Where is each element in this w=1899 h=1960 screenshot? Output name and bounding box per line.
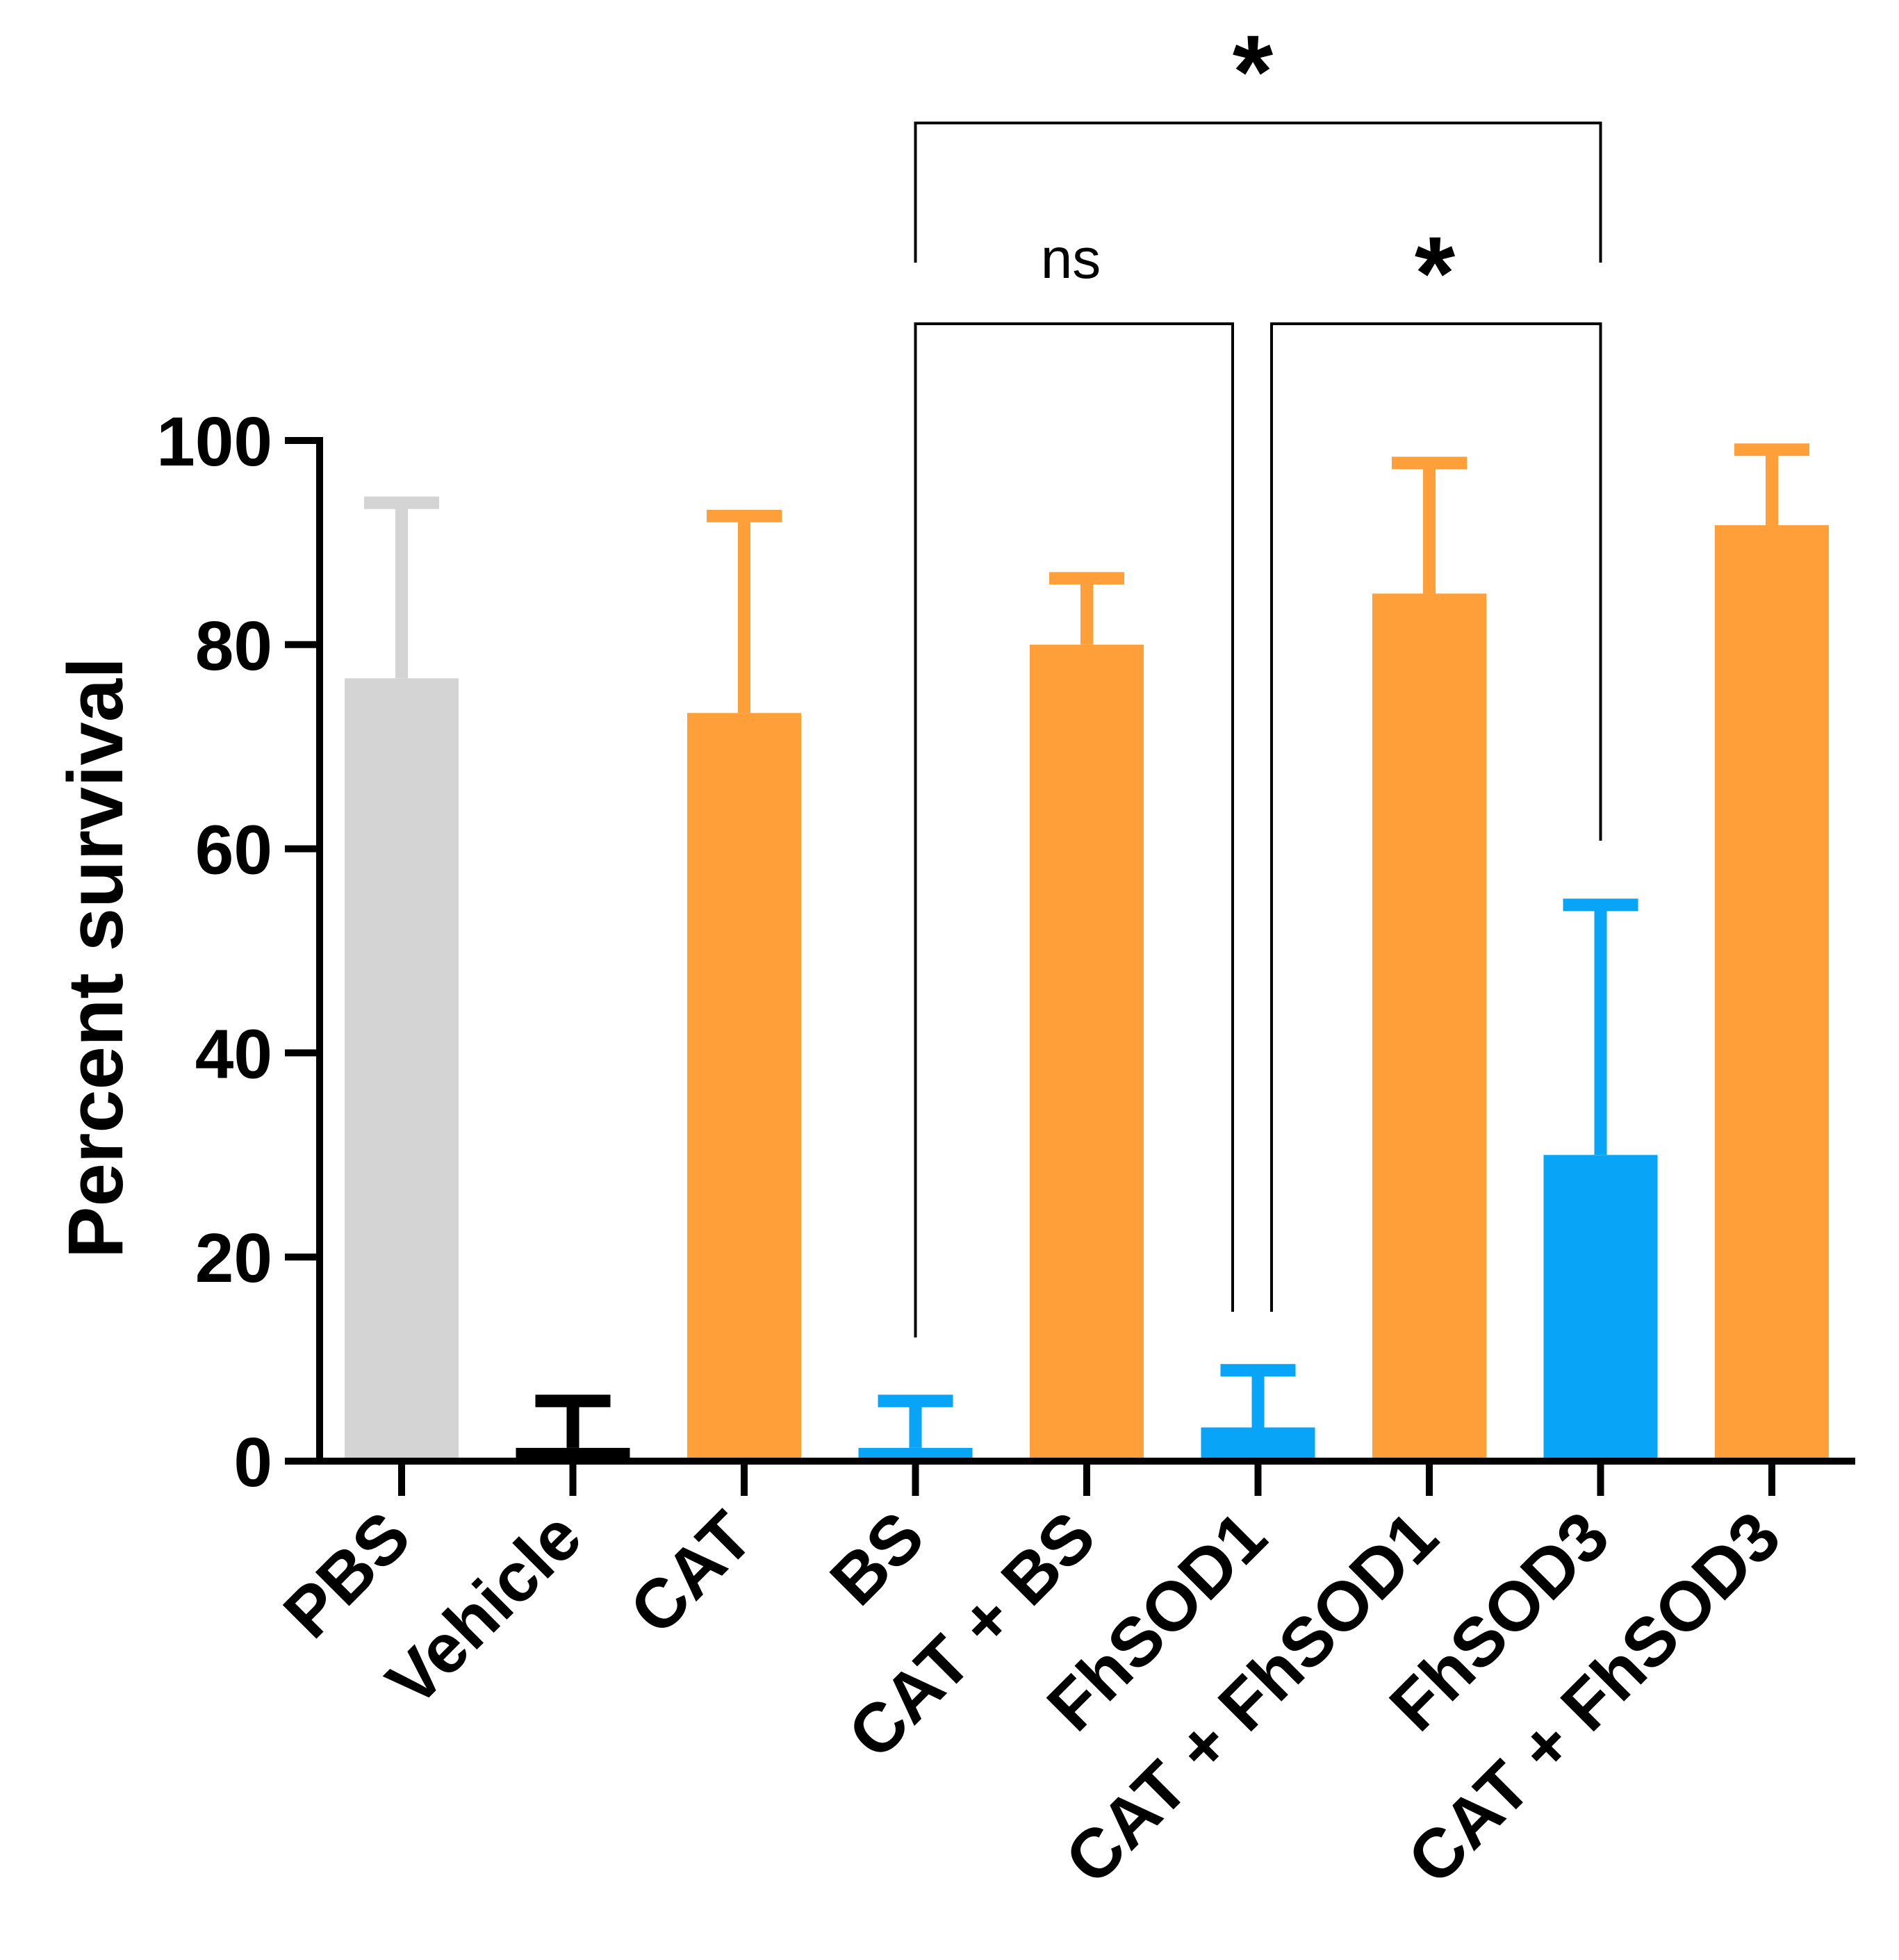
bar-cat-fhsod1 xyxy=(1372,593,1486,1461)
y-tick-label: 0 xyxy=(233,1424,272,1501)
bar-cat-fhsod3 xyxy=(1715,525,1829,1461)
y-tick-label: 80 xyxy=(195,607,272,685)
bar-cat-bs xyxy=(1030,644,1144,1461)
error-bars-layer xyxy=(364,443,1809,1448)
x-tick-label-pbs: PBS xyxy=(269,1497,425,1653)
bars-layer xyxy=(345,525,1829,1461)
bracket-bs-vs-fhsod3 xyxy=(914,122,1602,263)
bar-pbs xyxy=(345,678,459,1461)
y-ticks-layer: 0 20 40 60 80 100 xyxy=(156,403,320,1501)
y-tick-label: 60 xyxy=(195,812,272,889)
y-tick-label: 100 xyxy=(156,403,272,481)
y-tick-label: 40 xyxy=(195,1015,272,1093)
y-tick-label: 20 xyxy=(195,1219,272,1297)
bracket-bs-vs-fhsod3-label: * xyxy=(1233,13,1274,130)
bracket-bs-vs-fhsod1 xyxy=(914,322,1234,1337)
bar-fhsod3 xyxy=(1543,1155,1658,1461)
bracket-bs-vs-fhsod1-label: ns xyxy=(1041,227,1101,290)
x-tick-label-cat: CAT xyxy=(615,1497,767,1649)
y-axis-title: Percent survival xyxy=(52,657,139,1258)
x-tick-label-vehicle: Vehicle xyxy=(372,1497,596,1721)
significance-brackets-layer: ns * * xyxy=(914,13,1602,1337)
x-tick-label-bs: BS xyxy=(816,1497,939,1620)
bracket-cat-fhsod1-vs-fhsod3 xyxy=(1270,322,1602,1312)
bar-cat xyxy=(687,713,801,1461)
bracket-cat-fhsod1-vs-fhsod3-label: * xyxy=(1415,215,1456,331)
axes-layer xyxy=(285,437,1855,1465)
bar-fhsod1 xyxy=(1201,1427,1315,1461)
